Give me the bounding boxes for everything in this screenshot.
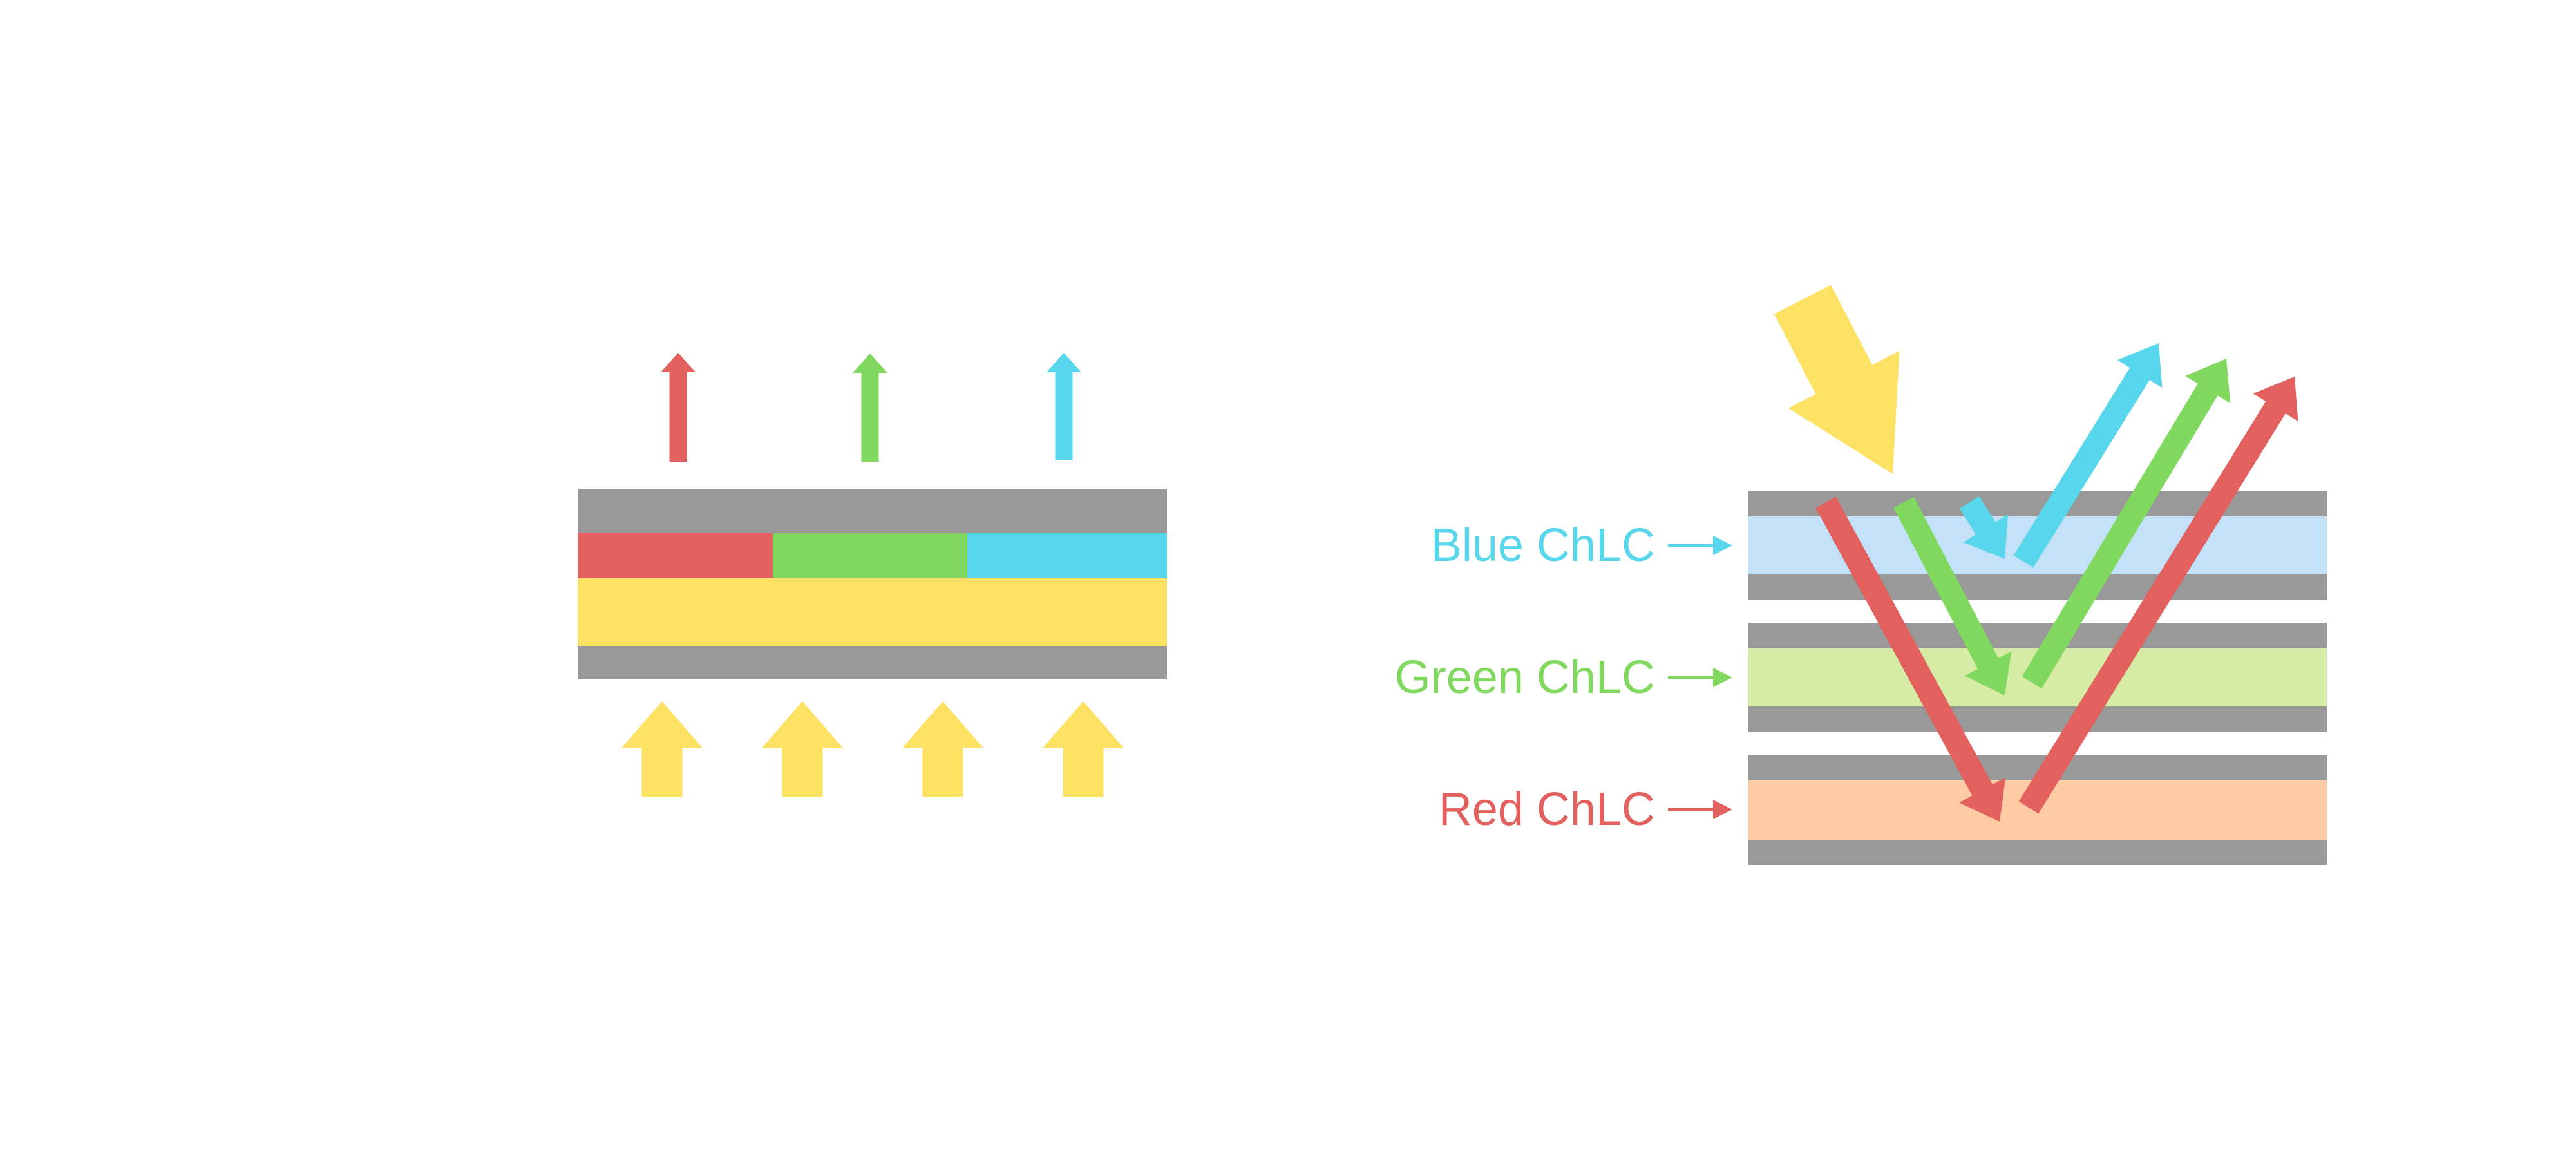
left-yellow-layer (578, 578, 1167, 646)
left-emitted-cyan-arrow (1046, 353, 1081, 460)
left-incident-light-arrow-2 (762, 701, 843, 797)
red-cell-bottom-substrate (1748, 840, 2327, 865)
green-cell-bottom-substrate (1748, 706, 2327, 732)
cyan-ray-incoming (1959, 496, 2009, 559)
blue-chlc-label-arrow (1668, 536, 1732, 555)
label-green-chlc: Green ChLC (1394, 652, 1655, 703)
blue-cell-bottom-substrate (1748, 574, 2327, 600)
green-chlc-label-arrow (1668, 668, 1732, 687)
left-cyan-segment (967, 533, 1167, 578)
red-ray-incoming (1815, 497, 2006, 822)
cyan-ray-reflected (2013, 343, 2163, 568)
left-top-substrate (578, 489, 1167, 533)
left-incident-light-arrow-1 (621, 701, 703, 797)
left-green-segment (773, 533, 967, 578)
red-chlc-label-arrow (1668, 800, 1732, 819)
left-bottom-substrate (578, 646, 1167, 679)
left-emitted-red-arrow (661, 353, 696, 462)
label-red-chlc: Red ChLC (1438, 784, 1655, 835)
left-red-segment (578, 533, 773, 578)
red-ray-reflected (2018, 377, 2298, 814)
left-emitted-green-arrow (853, 354, 887, 462)
green-ray-reflected (2022, 359, 2231, 689)
right-incident-light-arrow (1774, 285, 1900, 474)
label-blue-chlc: Blue ChLC (1430, 520, 1655, 571)
green-cell-top-substrate (1748, 623, 2327, 648)
green-ray-incoming (1893, 497, 2012, 695)
left-incident-light-arrow-4 (1043, 701, 1124, 797)
left-incident-light-arrow-3 (902, 701, 983, 797)
